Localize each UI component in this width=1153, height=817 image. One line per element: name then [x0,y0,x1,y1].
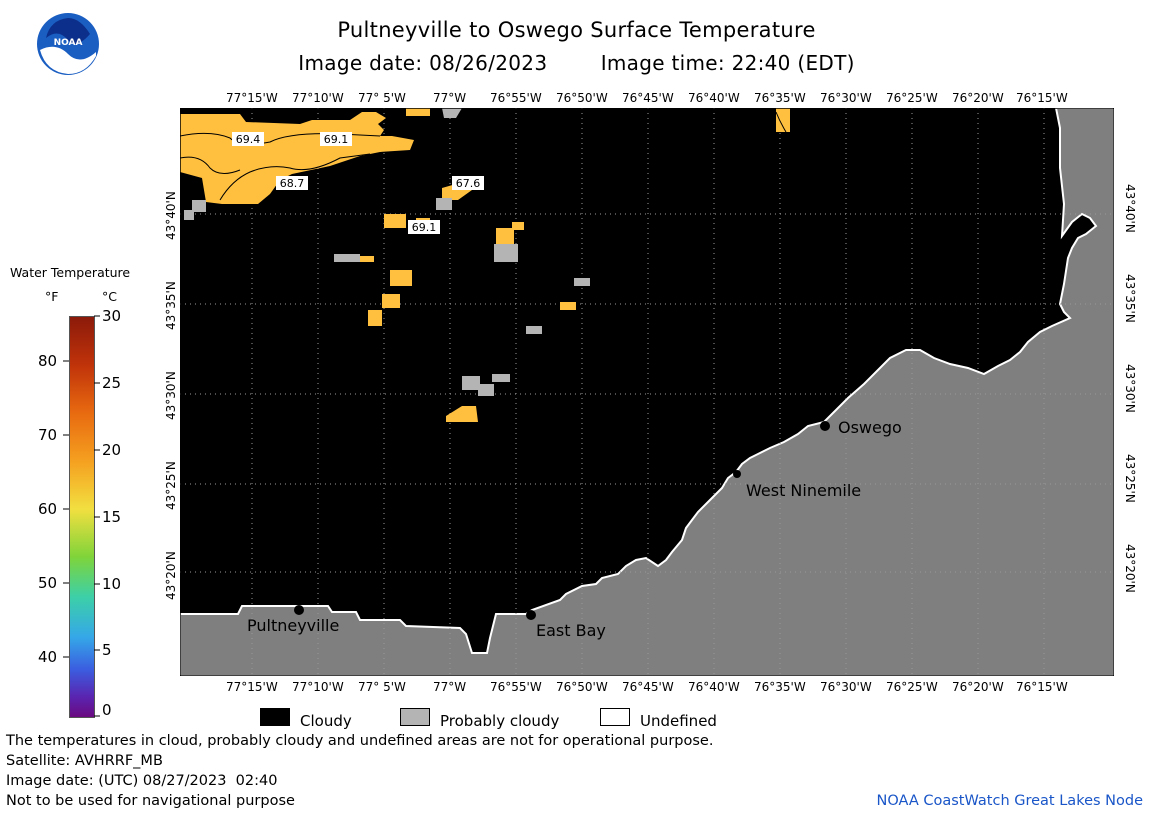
east-bay-marker [526,610,536,620]
place-oswego: Oswego [838,418,902,437]
west-ninemile-marker [733,470,741,478]
lat-label: 43°40'N [1123,184,1137,233]
graticule [180,108,1114,676]
temp-label: 68.7 [280,177,305,190]
place-pultneyville: Pultneyville [247,616,340,635]
lon-label: 76°20'W [952,680,1004,694]
c-label: 5 [102,641,112,659]
noaa-logo: NOAA [36,12,100,76]
pultneyville-marker [294,605,304,615]
probably-cloudy-patches [184,108,590,396]
lon-label: 77° 5'W [358,680,406,694]
f-label: 80 [38,352,58,370]
lon-label: 76°20'W [952,91,1004,105]
map-title: Pultneyville to Oswego Surface Temperatu… [337,18,816,42]
lon-label: 76°15'W [1016,680,1068,694]
map-subtitle: Image date: 08/26/2023 Image time: 22:40… [0,51,1153,75]
temp-label: 69.4 [236,133,261,146]
legend-cloudy-swatch [260,708,290,726]
lon-label: 76°50'W [556,680,608,694]
lon-label: 76°35'W [754,91,806,105]
temperature-map: 69.4 69.1 68.7 67.6 69.1 [180,108,1114,676]
logo-text: NOAA [54,38,83,48]
lat-label: 43°25'N [1123,454,1137,503]
place-east-bay: East Bay [536,621,606,640]
place-west-ninemile: West Ninemile [746,481,862,500]
lat-label: 43°20'N [164,551,178,600]
lon-label: 77°15'W [226,680,278,694]
lon-label: 76°40'W [688,680,740,694]
legend-undefined-swatch [600,708,630,726]
lon-label: 76°45'W [622,91,674,105]
footer-credit: NOAA CoastWatch Great Lakes Node [876,793,1143,809]
c-label: 15 [102,508,122,526]
lon-label: 76°55'W [490,680,542,694]
colorbar-unit-c: °C [102,289,117,304]
f-label: 70 [38,426,58,444]
temperature-labels: 69.4 69.1 68.7 67.6 69.1 [232,132,484,234]
lon-label: 76°50'W [556,91,608,105]
lat-label: 43°30'N [1123,364,1137,413]
lat-label: 43°20'N [1123,544,1137,593]
lon-label: 76°25'W [886,91,938,105]
c-label: 25 [102,374,122,392]
lon-label: 77°10'W [292,680,344,694]
temp-label: 67.6 [456,177,481,190]
lon-label: 76°40'W [688,91,740,105]
lon-label: 76°30'W [820,680,872,694]
land-area [180,108,1114,676]
lat-label: 43°35'N [164,281,178,330]
lon-label: 76°25'W [886,680,938,694]
legend-probably-cloudy-swatch [400,708,430,726]
legend-probably-cloudy-label: Probably cloudy [440,712,560,730]
lon-label: 77°10'W [292,91,344,105]
lon-label: 77°W [433,91,467,105]
footer-satellite: Satellite: AVHRRF_MB [6,753,163,769]
lat-label: 43°40'N [164,191,178,240]
lon-label: 76°35'W [754,680,806,694]
lat-label: 43°35'N [1123,274,1137,323]
colorbar-title: Water Temperature [10,265,131,280]
image-time: Image time: 22:40 (EDT) [600,51,855,75]
temp-label: 69.1 [324,133,349,146]
footer-nav-warning: Not to be used for navigational purpose [6,793,295,809]
legend-undefined-label: Undefined [640,712,717,730]
c-label: 30 [102,307,122,325]
image-date: Image date: 08/26/2023 [298,51,548,75]
lon-label: 77° 5'W [358,91,406,105]
colorbar-unit-f: °F [45,289,59,304]
f-label: 60 [38,500,58,518]
lon-label: 76°45'W [622,680,674,694]
legend-cloudy-label: Cloudy [300,712,352,730]
c-label: 0 [102,701,112,719]
lat-label: 43°25'N [164,461,178,510]
colorbar-ticks [63,315,100,717]
lon-label: 77°W [433,680,467,694]
footer-note: The temperatures in cloud, probably clou… [6,733,714,749]
c-label: 10 [102,575,122,593]
oswego-marker [820,421,830,431]
lat-label: 43°30'N [164,371,178,420]
colorbar [69,316,95,718]
lon-label: 76°30'W [820,91,872,105]
lon-label: 77°15'W [226,91,278,105]
lon-label: 76°15'W [1016,91,1068,105]
f-label: 50 [38,574,58,592]
footer-utc-date: Image date: (UTC) 08/27/2023 02:40 [6,773,278,789]
temp-label: 69.1 [412,221,437,234]
lon-label: 76°55'W [490,91,542,105]
c-label: 20 [102,441,122,459]
noaa-logo-icon: NOAA [37,13,99,75]
f-label: 40 [38,648,58,666]
